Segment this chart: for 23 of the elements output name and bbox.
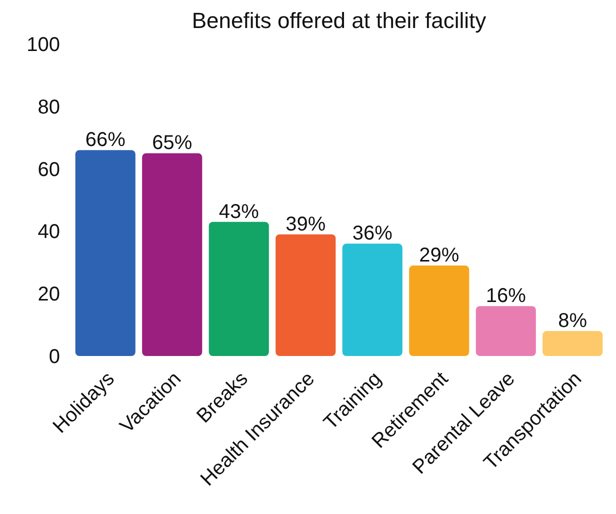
y-tick-label: 60 (38, 158, 60, 181)
bar (208, 222, 269, 356)
data-label: 43% (218, 200, 260, 223)
bar (276, 234, 336, 356)
bar (342, 244, 402, 356)
bar (75, 150, 136, 356)
data-label: 29% (419, 244, 460, 267)
data-label: 66% (85, 129, 126, 152)
y-tick-label: 0 (48, 346, 60, 368)
bar (409, 266, 470, 356)
data-label: 65% (152, 132, 192, 154)
data-label: 39% (286, 213, 326, 236)
y-tick-label: 100 (26, 34, 60, 56)
data-label: 16% (486, 285, 526, 308)
y-tick-label: 40 (38, 221, 60, 244)
y-tick-label: 80 (38, 96, 60, 118)
data-label: 36% (352, 222, 393, 245)
y-tick-label: 20 (38, 284, 60, 306)
bar (476, 306, 536, 356)
bar (142, 153, 202, 356)
chart-title: Benefits offered at their facility (192, 8, 486, 33)
bar (542, 331, 603, 356)
data-label: 8% (558, 310, 588, 332)
